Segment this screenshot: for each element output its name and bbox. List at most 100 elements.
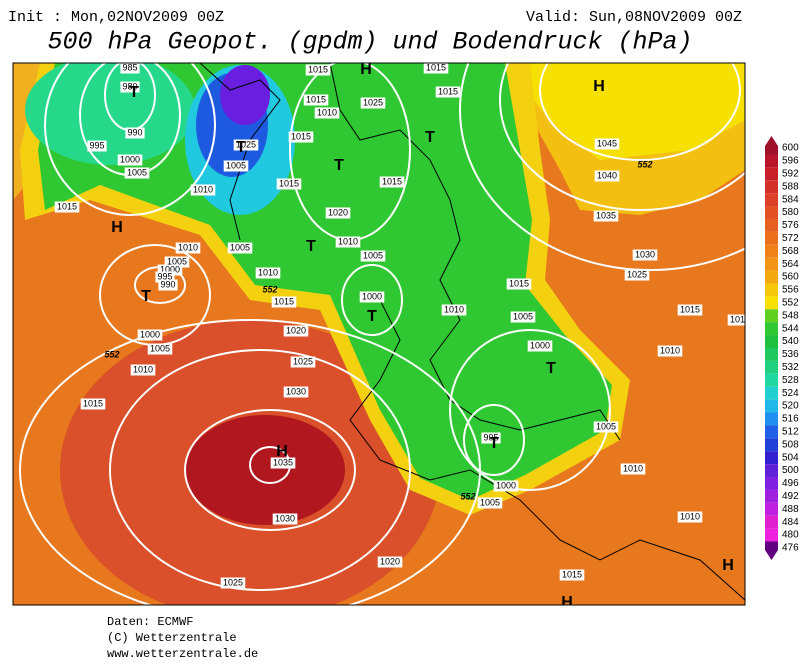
isobar-label: 995: [157, 271, 172, 281]
isobar-label-box: [303, 94, 329, 106]
isobar-label-box: [559, 569, 585, 581]
coastline: [329, 63, 621, 441]
isobar-label-box: [54, 201, 80, 213]
isobar-label: 1005: [363, 250, 383, 260]
pressure-center: T: [306, 238, 316, 255]
colorbar-label: 536: [782, 349, 799, 360]
pressure-center: H: [276, 443, 288, 460]
colorbar-bin: [765, 193, 778, 207]
colorbar-bin: [765, 348, 778, 361]
isobar-label-box: [120, 81, 140, 93]
isobar-label-box: [435, 86, 461, 98]
colorbar-label: 584: [782, 194, 799, 205]
colorbar-label: 592: [782, 168, 799, 179]
isobar-label-box: [360, 250, 386, 262]
pressure-center: T: [546, 360, 556, 377]
colorbar-bin: [765, 451, 778, 465]
isobar-label-box: [441, 304, 467, 316]
isobar-label-box: [379, 176, 405, 188]
colorbar-bin: [765, 528, 778, 542]
isobar: [499, 63, 745, 211]
isobar-label: 1010: [660, 345, 680, 355]
colorbar-label: 576: [782, 220, 799, 231]
isobar-label-box: [594, 170, 620, 182]
colorbar-bin: [765, 244, 778, 258]
isobar-label: 1040: [597, 170, 617, 180]
isobar-label: 1020: [286, 325, 306, 335]
isobar-label-box: [125, 127, 145, 139]
isobar-label: 1045: [597, 138, 617, 148]
colorbar-bin: [765, 373, 778, 387]
isobar-label-box: [190, 184, 216, 196]
isobar-label-box: [727, 314, 745, 326]
colorbar-label: 540: [782, 336, 799, 347]
isobar-label-box: [359, 291, 385, 303]
isobar-label-box: [677, 511, 703, 523]
colorbar-bin: [765, 322, 778, 336]
isobar-label-box: [223, 160, 249, 172]
colorbar-bin: [765, 425, 778, 439]
map-title: 500 hPa Geopot. (gpdm) und Bodendruck (h…: [47, 28, 692, 57]
isobar-label: 1000: [120, 154, 140, 164]
colorbar-label: 500: [782, 465, 799, 476]
geopotential-label: 552: [104, 349, 119, 359]
isobar-label: 995: [89, 140, 104, 150]
isobar-label-box: [527, 340, 553, 352]
isobar-label: 1005: [480, 497, 500, 507]
isobar-label: 1030: [275, 513, 295, 523]
coastline: [199, 63, 281, 241]
pressure-center: H: [360, 61, 372, 78]
pressure-center: H: [561, 594, 573, 611]
pressure-center: T: [334, 157, 344, 174]
colorbar-label: 508: [782, 439, 799, 450]
init-time: Init : Mon,02NOV2009 00Z: [8, 9, 224, 26]
isobar-label-box: [677, 304, 703, 316]
isobar-label-box: [288, 131, 314, 143]
isobar-label: 1005: [513, 311, 533, 321]
isobar-label-box: [305, 64, 331, 76]
map-frame: [12, 62, 746, 606]
isobar-label: 1005: [150, 343, 170, 353]
field-purple: [220, 65, 270, 125]
colorbar-end: [765, 541, 778, 560]
colorbar-label: 544: [782, 323, 799, 334]
colorbar-bin: [765, 464, 778, 478]
footer-source: Daten: ECMWF: [107, 615, 193, 629]
isobar-label: 1030: [286, 386, 306, 396]
isobars: [19, 63, 745, 605]
isobar: [109, 349, 411, 591]
isobar-label: 1025: [627, 269, 647, 279]
colorbar-label: 556: [782, 285, 799, 296]
isobar-label-box: [158, 279, 178, 291]
isobar-label-box: [335, 236, 361, 248]
colorbar-bin: [765, 477, 778, 490]
isobar-label-box: [117, 154, 143, 166]
isobar-label: 1010: [193, 184, 213, 194]
isobar-label: 1025: [363, 97, 383, 107]
isobar-label-box: [220, 577, 246, 589]
isobar-label: 1025: [293, 356, 313, 366]
isobar-label: 1015: [83, 398, 103, 408]
isobar-label-box: [276, 178, 302, 190]
isobar-label-box: [255, 267, 281, 279]
colorbar-label: 496: [782, 478, 799, 489]
field-yellow: [500, 63, 745, 160]
isobar-label-box: [593, 210, 619, 222]
colorbar-label: 520: [782, 401, 799, 412]
isobar-label: 995: [483, 432, 498, 442]
isobar-label: 1035: [596, 210, 616, 220]
isobar-label-box: [130, 364, 156, 376]
isobar-label: 1015: [382, 176, 402, 186]
isobar-label: 1010: [680, 511, 700, 521]
pressure-center: T: [367, 308, 377, 325]
isobar-label: 1010: [623, 463, 643, 473]
isobar-label-box: [593, 421, 619, 433]
isobar-label: 1025: [236, 139, 256, 149]
footer-url: www.wetterzentrale.de: [107, 647, 258, 661]
isobar-label-box: [620, 463, 646, 475]
colorbar-label: 516: [782, 414, 799, 425]
isobar-label: 1015: [730, 314, 750, 324]
isobar-label: 1025: [223, 577, 243, 587]
colorbar-bin: [765, 399, 778, 413]
field-darkred: [185, 415, 345, 525]
